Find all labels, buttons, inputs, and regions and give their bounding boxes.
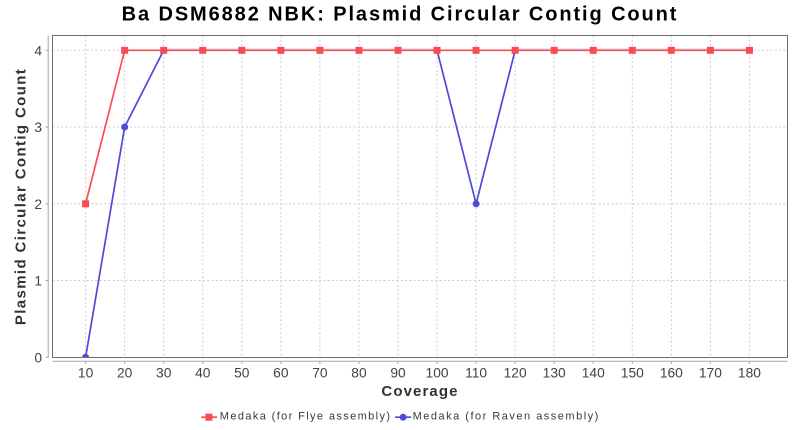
svg-text:160: 160 [660,365,683,380]
svg-text:4: 4 [34,43,42,58]
svg-text:110: 110 [465,365,487,380]
svg-text:80: 80 [351,365,367,380]
svg-text:Ba DSM6882 NBK: Plasmid Circul: Ba DSM6882 NBK: Plasmid Circular Contig … [122,4,679,26]
svg-text:0: 0 [34,350,42,365]
svg-text:90: 90 [390,365,406,380]
svg-text:Coverage: Coverage [381,383,458,400]
svg-text:120: 120 [504,365,527,380]
svg-text:Medaka (for Flye assembly): Medaka (for Flye assembly) [220,410,392,422]
svg-text:150: 150 [621,365,644,380]
svg-text:2: 2 [34,197,42,212]
svg-text:30: 30 [156,365,172,380]
svg-text:20: 20 [117,365,133,380]
svg-text:60: 60 [273,365,289,380]
svg-text:40: 40 [195,365,211,380]
svg-text:50: 50 [234,365,250,380]
svg-text:Plasmid Circular Contig Count: Plasmid Circular Contig Count [13,68,30,325]
svg-text:140: 140 [582,365,605,380]
svg-text:10: 10 [78,365,94,380]
svg-text:70: 70 [312,365,328,380]
svg-text:100: 100 [426,365,449,380]
svg-text:130: 130 [543,365,566,380]
svg-text:Medaka (for Raven assembly): Medaka (for Raven assembly) [413,410,600,422]
svg-text:170: 170 [699,365,722,380]
svg-text:3: 3 [34,120,42,135]
svg-text:180: 180 [738,365,761,380]
svg-text:1: 1 [34,274,42,289]
